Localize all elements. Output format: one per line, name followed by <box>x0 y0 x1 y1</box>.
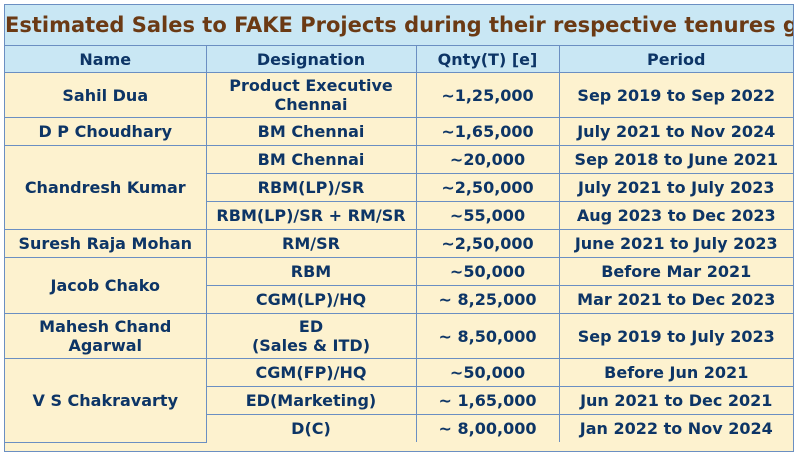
cell-period: Sep 2019 to Sep 2022 <box>558 72 793 118</box>
cell-designation: RBM(LP)/SR <box>206 173 417 202</box>
cell-period: Before Jun 2021 <box>558 358 793 387</box>
cell-designation: BM Chennai <box>205 117 417 146</box>
cell-designation: ED (Sales & ITD) <box>205 313 417 359</box>
cell-name: Chandresh Kumar <box>5 145 207 230</box>
table-row: D P Choudhary BM Chennai ~1,65,000 July … <box>5 117 793 146</box>
cell-period: Before Mar 2021 <box>558 257 793 286</box>
cell-qnty: ~2,50,000 <box>415 173 560 202</box>
cell-designation: BM Chennai <box>205 145 417 174</box>
cell-qnty: ~50,000 <box>415 257 560 286</box>
table-row: Suresh Raja Mohan RM/SR ~2,50,000 June 2… <box>5 229 793 258</box>
table-row: V S Chakravarty CGM(FP)/HQ ~50,000 Befor… <box>5 358 793 443</box>
cell-designation: Product Executive Chennai <box>205 72 417 118</box>
sales-table-card: Estimated Sales to FAKE Projects during … <box>4 4 794 452</box>
cell-period: July 2021 to July 2023 <box>558 173 793 202</box>
header-qnty: Qnty(T) [e] <box>415 46 560 73</box>
header-row: Name Designation Qnty(T) [e] Period <box>5 46 793 73</box>
cell-period: Sep 2018 to June 2021 <box>558 145 793 174</box>
cell-period: Jan 2022 to Nov 2024 <box>558 414 793 442</box>
header-name: Name <box>5 46 207 73</box>
cell-qnty: ~50,000 <box>415 358 560 387</box>
cell-designation: CGM(LP)/HQ <box>206 285 417 314</box>
cell-designation: ED(Marketing) <box>206 386 417 415</box>
cell-designation: RBM <box>205 257 417 286</box>
header-designation: Designation <box>205 46 417 73</box>
cell-qnty: ~ 8,25,000 <box>415 285 560 314</box>
sales-table: Name Designation Qnty(T) [e] Period Sahi… <box>5 46 793 443</box>
table-row: CGM(LP)/HQ ~ 8,25,000 Mar 2021 to Dec 20… <box>5 285 793 314</box>
cell-qnty: ~ 1,65,000 <box>415 386 560 415</box>
cell-name: Sahil Dua <box>5 72 207 118</box>
cell-name: Suresh Raja Mohan <box>5 229 207 258</box>
table-title: Estimated Sales to FAKE Projects during … <box>5 5 793 46</box>
cell-qnty: ~20,000 <box>415 145 560 174</box>
cell-name: D P Choudhary <box>5 117 207 146</box>
table-row: Jacob Chako RBM ~50,000 Before Mar 2021 <box>5 257 793 314</box>
cell-qnty: ~1,65,000 <box>415 117 560 146</box>
table-row: Mahesh Chand Agarwal ED (Sales & ITD) ~ … <box>5 313 793 359</box>
cell-period: June 2021 to July 2023 <box>558 229 793 258</box>
cell-period: July 2021 to Nov 2024 <box>558 117 793 146</box>
cell-period: Sep 2019 to July 2023 <box>558 313 793 359</box>
cell-designation: RBM(LP)/SR + RM/SR <box>206 201 417 230</box>
designation-line: ED <box>298 317 324 336</box>
cell-name: Jacob Chako <box>5 257 207 314</box>
cell-period: Jun 2021 to Dec 2021 <box>558 386 793 415</box>
table-row: Chandresh Kumar BM Chennai ~20,000 Sep 2… <box>5 145 793 230</box>
cell-period: Mar 2021 to Dec 2023 <box>558 285 793 314</box>
cell-qnty: ~55,000 <box>415 201 560 230</box>
cell-name: Mahesh Chand Agarwal <box>5 313 207 359</box>
cell-qnty: ~2,50,000 <box>415 229 560 258</box>
table-row: D(C) ~ 8,00,000 Jan 2022 to Nov 2024 <box>5 414 793 442</box>
cell-designation: D(C) <box>206 414 417 442</box>
table-row: ED(Marketing) ~ 1,65,000 Jun 2021 to Dec… <box>5 386 793 415</box>
cell-qnty: ~ 8,00,000 <box>415 414 560 442</box>
designation-line: (Sales & ITD) <box>251 336 371 355</box>
cell-name: V S Chakravarty <box>5 358 207 443</box>
cell-qnty: ~ 8,50,000 <box>415 313 560 359</box>
cell-designation: RM/SR <box>205 229 417 258</box>
cell-designation: CGM(FP)/HQ <box>205 358 417 387</box>
cell-qnty: ~1,25,000 <box>415 72 560 118</box>
cell-period: Aug 2023 to Dec 2023 <box>558 201 793 230</box>
table-row: Sahil Dua Product Executive Chennai ~1,2… <box>5 72 793 118</box>
header-period: Period <box>558 46 793 73</box>
